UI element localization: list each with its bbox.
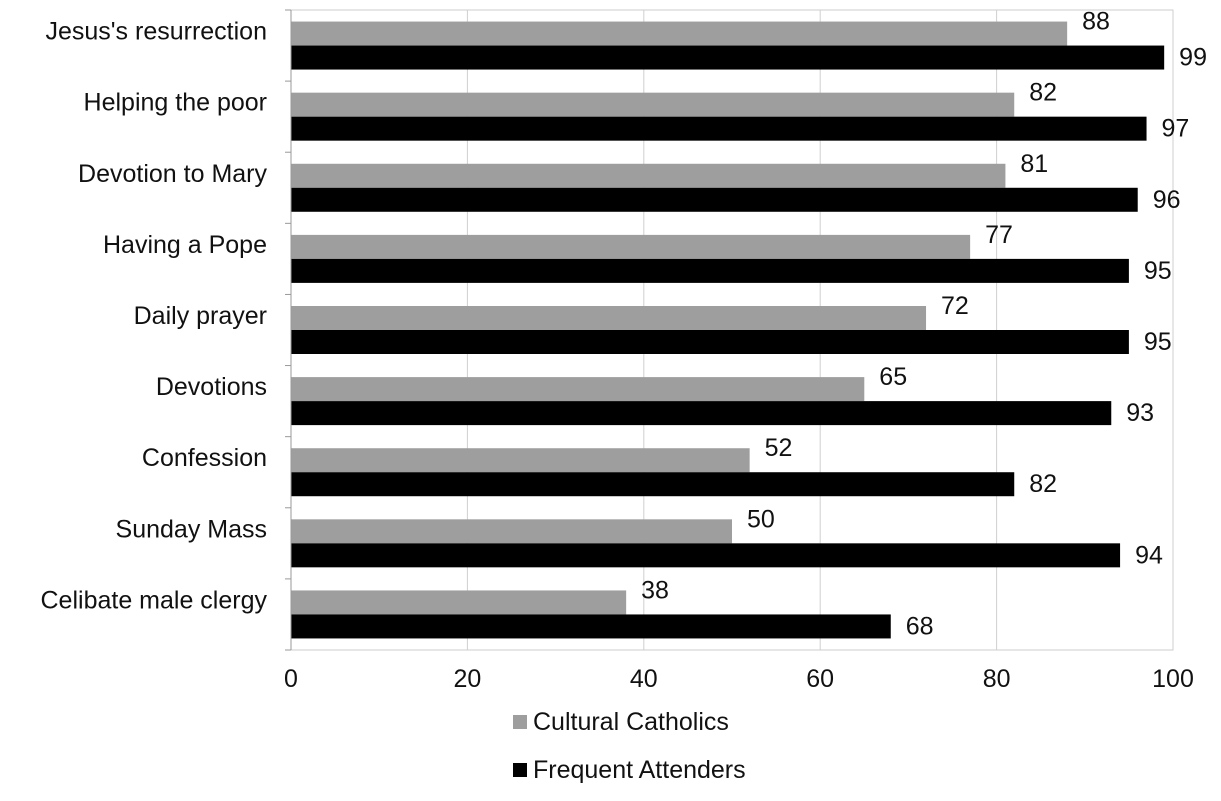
bar-cultural-catholics-daily-prayer [291,306,927,330]
bar-chart: 0 20 40 60 80 100 Jesus's resurrection 88 99 Help… [41,8,1207,693]
bar-frequent-attenders-helping-the-poor [291,116,1147,141]
labels: 0 20 40 60 80 100 Jesus's resurrection 88 99 Help… [41,8,1207,693]
data-label-frequent-attenders-confession: 82 [1029,470,1057,498]
bar-cultural-catholics-devotions [291,377,865,402]
data-label-cultural-catholics-confession: 52 [765,434,793,462]
bar-frequent-attenders-jesus-s-resurrection [291,45,1165,70]
data-label-cultural-catholics-jesus-s-resurrection: 88 [1082,8,1110,36]
category-label-daily-prayer: Daily prayer [134,302,267,330]
category-label-sunday-mass: Sunday Mass [116,515,267,543]
category-label-jesus-s-resurrection: Jesus's resurrection [45,18,267,46]
data-label-cultural-catholics-devotions: 65 [879,363,907,391]
bar-cultural-catholics-jesus-s-resurrection [291,21,1068,46]
category-label-celibate-male-clergy: Celibate male clergy [41,586,268,614]
category-label-devotions: Devotions [156,373,267,401]
bar-cultural-catholics-confession [291,448,750,473]
data-label-frequent-attenders-having-a-pope: 95 [1144,257,1172,285]
x-tick-label-80: 80 [983,665,1011,693]
bar-frequent-attenders-daily-prayer [291,330,1129,354]
legend-label-frequent-attenders: Frequent Attenders [533,755,746,784]
x-tick-label-20: 20 [453,665,481,693]
data-label-cultural-catholics-having-a-pope: 77 [985,221,1013,249]
axes [285,9,292,651]
legend: Cultural Catholics Frequent Attenders [513,705,746,801]
category-label-having-a-pope: Having a Pope [103,231,267,259]
legend-item-frequent-attenders: Frequent Attenders [513,753,746,787]
data-label-frequent-attenders-sunday-mass: 94 [1135,541,1163,569]
data-label-cultural-catholics-daily-prayer: 72 [941,292,969,320]
bar-frequent-attenders-devotion-to-mary [291,187,1138,212]
data-label-cultural-catholics-devotion-to-mary: 81 [1020,150,1048,178]
data-label-frequent-attenders-devotions: 93 [1126,399,1154,427]
data-label-cultural-catholics-celibate-male-clergy: 38 [641,576,669,604]
data-label-frequent-attenders-celibate-male-clergy: 68 [906,612,934,640]
x-tick-label-40: 40 [630,665,658,693]
legend-swatch-cultural-catholics [513,715,527,729]
data-label-cultural-catholics-helping-the-poor: 82 [1029,79,1057,107]
legend-swatch-frequent-attenders [513,763,527,777]
legend-item-cultural-catholics: Cultural Catholics [513,705,746,739]
category-label-devotion-to-mary: Devotion to Mary [78,160,267,188]
bars [291,21,1165,639]
bar-cultural-catholics-helping-the-poor [291,92,1015,117]
x-tick-label-0: 0 [284,665,298,693]
legend-label-cultural-catholics: Cultural Catholics [533,707,729,736]
x-tick-label-100: 100 [1152,665,1194,693]
bar-frequent-attenders-confession [291,472,1015,497]
bar-frequent-attenders-devotions [291,401,1112,426]
bar-frequent-attenders-celibate-male-clergy [291,614,891,639]
x-tick-label-60: 60 [806,665,834,693]
category-label-helping-the-poor: Helping the poor [84,89,267,117]
data-label-cultural-catholics-sunday-mass: 50 [747,505,775,533]
bar-cultural-catholics-having-a-pope [291,234,971,259]
category-label-confession: Confession [142,444,267,472]
data-label-frequent-attenders-jesus-s-resurrection: 99 [1179,44,1207,72]
bar-cultural-catholics-celibate-male-clergy [291,590,627,615]
bar-frequent-attenders-having-a-pope [291,258,1129,283]
bar-cultural-catholics-sunday-mass [291,519,732,544]
bar-frequent-attenders-sunday-mass [291,543,1121,568]
data-label-frequent-attenders-daily-prayer: 95 [1144,328,1172,356]
bar-cultural-catholics-devotion-to-mary [291,163,1006,188]
data-label-frequent-attenders-devotion-to-mary: 96 [1153,186,1181,214]
data-label-frequent-attenders-helping-the-poor: 97 [1162,115,1190,143]
